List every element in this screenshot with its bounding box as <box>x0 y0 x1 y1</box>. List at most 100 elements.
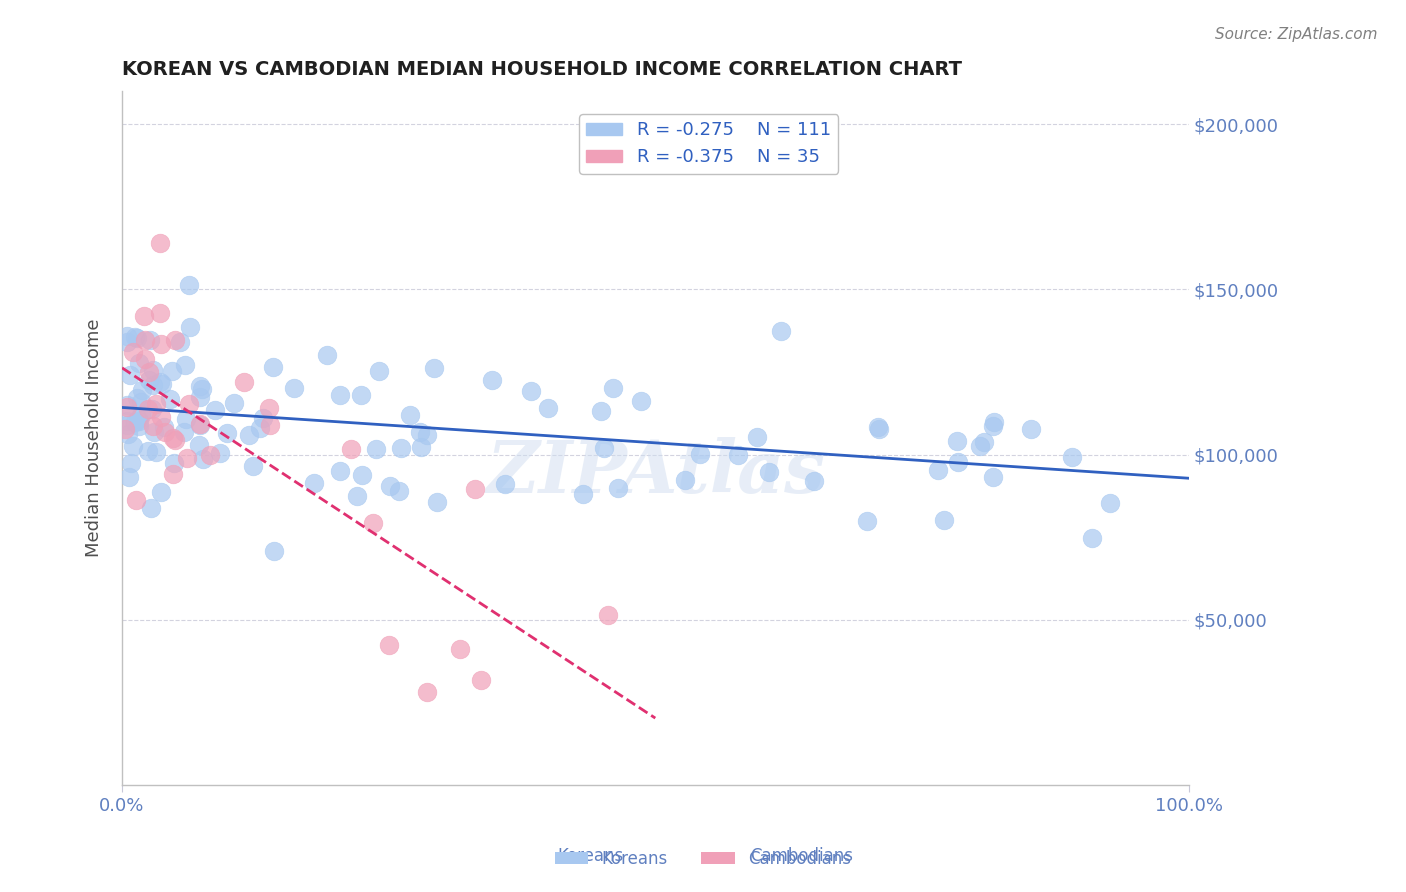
Point <box>149 409 172 424</box>
Y-axis label: Median Household Income: Median Household Income <box>86 318 103 558</box>
Point <box>675 473 697 487</box>
Point <box>142 363 165 377</box>
Point <box>470 673 492 687</box>
Point <box>598 608 620 623</box>
Point <box>416 685 439 699</box>
Point <box>155 425 177 439</box>
Point <box>630 394 652 409</box>
Point <box>981 419 1004 434</box>
Point <box>145 396 167 410</box>
Point <box>602 381 624 395</box>
Point <box>238 428 260 442</box>
Point <box>426 495 449 509</box>
Point <box>163 456 186 470</box>
Point <box>129 408 152 422</box>
Point <box>387 483 409 498</box>
Point <box>329 387 352 401</box>
Point <box>177 278 200 293</box>
Point <box>1060 450 1083 464</box>
Point <box>209 445 232 459</box>
Point <box>134 333 156 347</box>
Point <box>302 476 325 491</box>
Point <box>153 419 176 434</box>
Point <box>770 324 793 338</box>
Point <box>188 378 211 392</box>
Point <box>149 376 172 390</box>
Point <box>120 456 142 470</box>
Point <box>973 434 995 449</box>
Point <box>423 361 446 376</box>
Point <box>138 373 160 387</box>
Point <box>159 392 181 406</box>
Point <box>204 402 226 417</box>
Point <box>188 417 211 431</box>
Point <box>398 408 420 422</box>
Point <box>606 481 628 495</box>
Point <box>350 388 373 402</box>
Point <box>125 493 148 508</box>
Point <box>340 442 363 456</box>
Point <box>176 450 198 465</box>
Point <box>969 439 991 453</box>
Point <box>191 382 214 396</box>
Point <box>173 358 195 372</box>
Point <box>134 309 156 323</box>
Point <box>378 479 401 493</box>
Point <box>191 452 214 467</box>
Point <box>124 329 146 343</box>
Point <box>165 334 187 348</box>
Point <box>464 482 486 496</box>
Point <box>494 476 516 491</box>
Point <box>263 543 285 558</box>
Point <box>361 516 384 530</box>
Point <box>141 401 163 416</box>
Point <box>198 448 221 462</box>
Point <box>188 390 211 404</box>
Point <box>122 344 145 359</box>
Point <box>346 490 368 504</box>
Point <box>162 467 184 482</box>
Point <box>927 462 949 476</box>
Point <box>745 430 768 444</box>
Point <box>352 468 374 483</box>
Point <box>174 412 197 426</box>
Point <box>125 331 148 345</box>
Point <box>257 401 280 416</box>
Point <box>364 442 387 457</box>
Point <box>946 434 969 448</box>
Point <box>409 440 432 454</box>
Point <box>160 364 183 378</box>
Point <box>868 422 890 436</box>
Point <box>389 441 412 455</box>
Point <box>224 395 246 409</box>
Point <box>150 376 173 391</box>
Point <box>233 375 256 389</box>
Point <box>125 391 148 405</box>
Point <box>259 417 281 432</box>
Point <box>128 414 150 428</box>
Point <box>589 404 612 418</box>
Point <box>416 428 439 442</box>
Point <box>115 401 138 415</box>
Point <box>946 454 969 468</box>
Point <box>481 373 503 387</box>
Point <box>136 402 159 417</box>
Text: Koreans: Koreans <box>557 847 624 865</box>
Point <box>1081 531 1104 545</box>
Point <box>932 512 955 526</box>
Point <box>129 394 152 409</box>
Point <box>118 470 141 484</box>
Point <box>128 356 150 370</box>
Text: KOREAN VS CAMBODIAN MEDIAN HOUSEHOLD INCOME CORRELATION CHART: KOREAN VS CAMBODIAN MEDIAN HOUSEHOLD INC… <box>122 60 962 78</box>
Point <box>136 444 159 458</box>
Point <box>689 447 711 461</box>
Point <box>149 236 172 251</box>
Point <box>139 333 162 347</box>
Point <box>249 421 271 435</box>
Point <box>117 414 139 428</box>
Point <box>138 365 160 379</box>
Point <box>117 427 139 442</box>
Point <box>367 364 389 378</box>
Point <box>117 417 139 432</box>
Point <box>571 486 593 500</box>
